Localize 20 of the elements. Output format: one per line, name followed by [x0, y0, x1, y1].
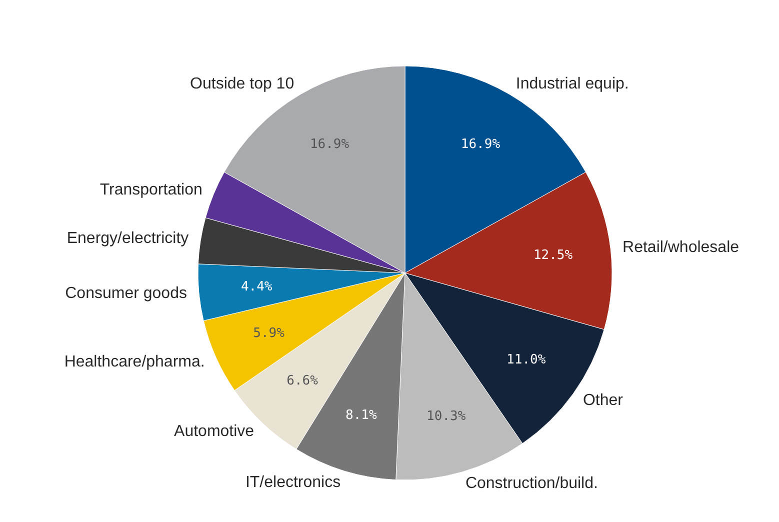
slice-label: Healthcare/pharma. — [64, 353, 205, 370]
slice-label: Transportation — [100, 181, 202, 198]
data-label: 4.4% — [240, 280, 272, 295]
data-label: 10.3% — [426, 408, 466, 424]
data-label: 8.1% — [346, 408, 377, 423]
data-label: 11.0% — [506, 352, 546, 368]
slice-label: Retail/wholesale — [622, 239, 740, 256]
data-label: 16.9% — [460, 136, 500, 152]
slice-label: Consumer goods — [65, 285, 187, 302]
slice-label: Other — [582, 392, 624, 410]
slice-label: Outside top 10 — [190, 76, 294, 93]
slice-label: Construction/build. — [465, 474, 598, 492]
data-label: 16.9% — [310, 136, 350, 152]
slice-label: Energy/electricity — [66, 230, 189, 248]
data-label: 12.5% — [533, 248, 573, 264]
data-label: 5.9% — [253, 326, 285, 341]
data-label: 6.6% — [286, 374, 318, 388]
slice-label: Automotive — [174, 423, 254, 440]
slice-label: Industrial equip. — [516, 76, 629, 93]
slice-label: IT/electronics — [245, 474, 341, 491]
